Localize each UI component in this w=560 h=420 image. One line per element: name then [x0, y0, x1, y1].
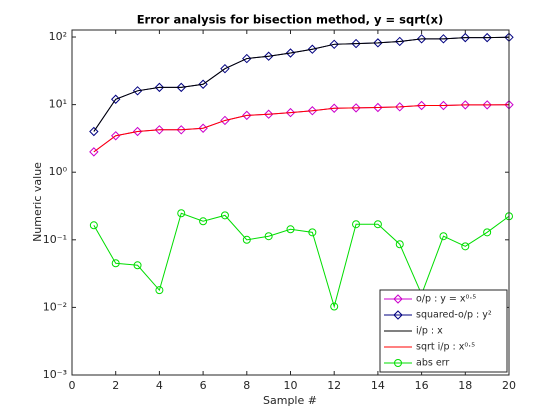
x-tick-label: 18: [458, 379, 472, 392]
x-tick-label: 12: [327, 379, 341, 392]
legend-label: sqrt i/p : x⁰·⁵: [416, 342, 475, 353]
marker: [351, 103, 361, 113]
marker: [393, 294, 403, 304]
marker: [394, 359, 402, 367]
axes-box: [71, 29, 510, 376]
marker: [329, 39, 339, 50]
marker: [220, 115, 230, 126]
y-tick-label: 10¹: [49, 98, 67, 111]
marker: [263, 51, 274, 61]
marker: [286, 225, 295, 234]
x-tick-label: 0: [69, 379, 76, 392]
marker: [307, 44, 318, 54]
y-tick-label: 10⁻¹: [43, 233, 67, 246]
marker: [416, 100, 427, 111]
x-tick-label: 2: [112, 379, 119, 392]
series-line: [93, 212, 510, 309]
marker: [352, 220, 361, 229]
legend-label: abs err: [416, 358, 449, 369]
marker: [395, 102, 405, 112]
marker: [110, 131, 121, 141]
legend-label: o/p : y = x⁰·⁵: [416, 294, 476, 305]
marker: [177, 209, 186, 218]
x-tick-label: 10: [284, 379, 298, 392]
x-tick-label: 4: [156, 379, 163, 392]
marker: [132, 86, 143, 96]
marker: [461, 242, 470, 251]
legend: o/p : y = x⁰·⁵ squared-o/p : y² i/p : x sqr…: [379, 289, 508, 373]
marker: [308, 228, 317, 237]
x-tick-label: 20: [502, 379, 516, 392]
x-tick-label: 6: [200, 379, 207, 392]
marker: [460, 100, 471, 110]
marker: [373, 220, 382, 229]
x-tick-label: 16: [415, 379, 429, 392]
marker: [89, 221, 98, 230]
marker: [373, 102, 383, 113]
marker: [133, 261, 142, 270]
marker: [132, 126, 143, 137]
marker: [154, 82, 165, 93]
marker: [285, 48, 296, 58]
marker: [395, 36, 405, 47]
marker: [154, 125, 165, 135]
marker: [438, 100, 449, 111]
y-tick-label: 10⁰: [49, 165, 68, 178]
y-tick-label: 10⁻²: [43, 300, 67, 313]
marker: [242, 235, 251, 244]
x-tick-label: 8: [243, 379, 250, 392]
legend-label: squared-o/p : y²: [416, 310, 492, 321]
marker: [264, 232, 273, 241]
y-tick-label: 10⁻³: [43, 368, 67, 381]
marker: [199, 217, 208, 226]
marker: [89, 147, 99, 157]
chart-title: Error analysis for bisection method, y =…: [137, 13, 444, 27]
marker: [395, 240, 404, 249]
marker: [483, 228, 492, 237]
marker: [351, 38, 361, 49]
y-axis-label: Numeric value: [31, 162, 44, 242]
marker: [329, 103, 339, 113]
marker: [373, 38, 383, 48]
x-axis-label: Sample #: [263, 394, 317, 407]
marker: [438, 34, 449, 44]
marker: [482, 100, 492, 110]
marker: [176, 125, 186, 135]
marker: [242, 53, 252, 64]
marker: [482, 32, 492, 43]
marker: [89, 126, 99, 137]
marker: [307, 106, 318, 116]
marker: [416, 34, 427, 44]
x-tick-label: 14: [371, 379, 385, 392]
marker: [439, 232, 448, 241]
legend-label: i/p : x: [416, 326, 443, 337]
marker: [242, 110, 252, 121]
marker: [460, 32, 471, 43]
series-line: [93, 104, 510, 153]
marker: [263, 109, 274, 119]
marker: [393, 310, 403, 320]
marker: [111, 259, 120, 268]
marker: [285, 107, 296, 118]
y-tick-label: 10²: [49, 30, 67, 43]
marker: [155, 286, 164, 295]
series-line: [93, 36, 510, 132]
marker: [176, 82, 186, 93]
marker: [330, 302, 339, 311]
marker: [220, 211, 229, 220]
